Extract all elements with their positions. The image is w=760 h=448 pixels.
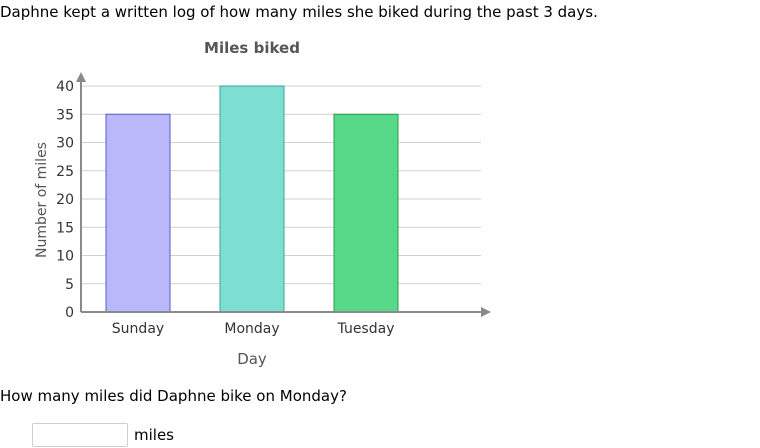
x-axis-arrow: [481, 307, 491, 317]
answer-row: miles: [32, 423, 174, 447]
y-tick-label: 20: [56, 192, 74, 208]
bar-chart: Miles biked 0 5 10 15 20 25 30 35 40 Sunday Monda…: [34, 39, 491, 368]
x-tick-label: Sunday: [112, 321, 164, 337]
problem-intro: Daphne kept a written log of how many mi…: [0, 3, 598, 21]
y-axis-label: Number of miles: [34, 142, 50, 258]
y-tick-label: 40: [56, 79, 74, 95]
bar-tuesday: [333, 113, 399, 313]
y-tick-label: 0: [65, 305, 74, 321]
answer-input[interactable]: [32, 423, 128, 447]
x-tick-label: Monday: [224, 321, 279, 337]
x-tick-label: Tuesday: [337, 321, 395, 337]
y-tick-label: 25: [56, 164, 74, 180]
y-tick-label: 10: [56, 249, 74, 265]
y-tick-label: 30: [56, 136, 74, 152]
y-tick-label: 15: [56, 220, 74, 236]
y-axis-arrow: [76, 72, 86, 82]
unit-label: miles: [134, 426, 174, 444]
chart-title: Miles biked: [204, 39, 300, 57]
bar-monday: [219, 85, 285, 313]
y-tick-label: 5: [65, 277, 74, 293]
question-text: How many miles did Daphne bike on Monday…: [0, 387, 347, 405]
y-tick-label: 35: [56, 107, 74, 123]
bar-sunday: [105, 113, 171, 313]
x-axis-label: Day: [237, 350, 267, 368]
